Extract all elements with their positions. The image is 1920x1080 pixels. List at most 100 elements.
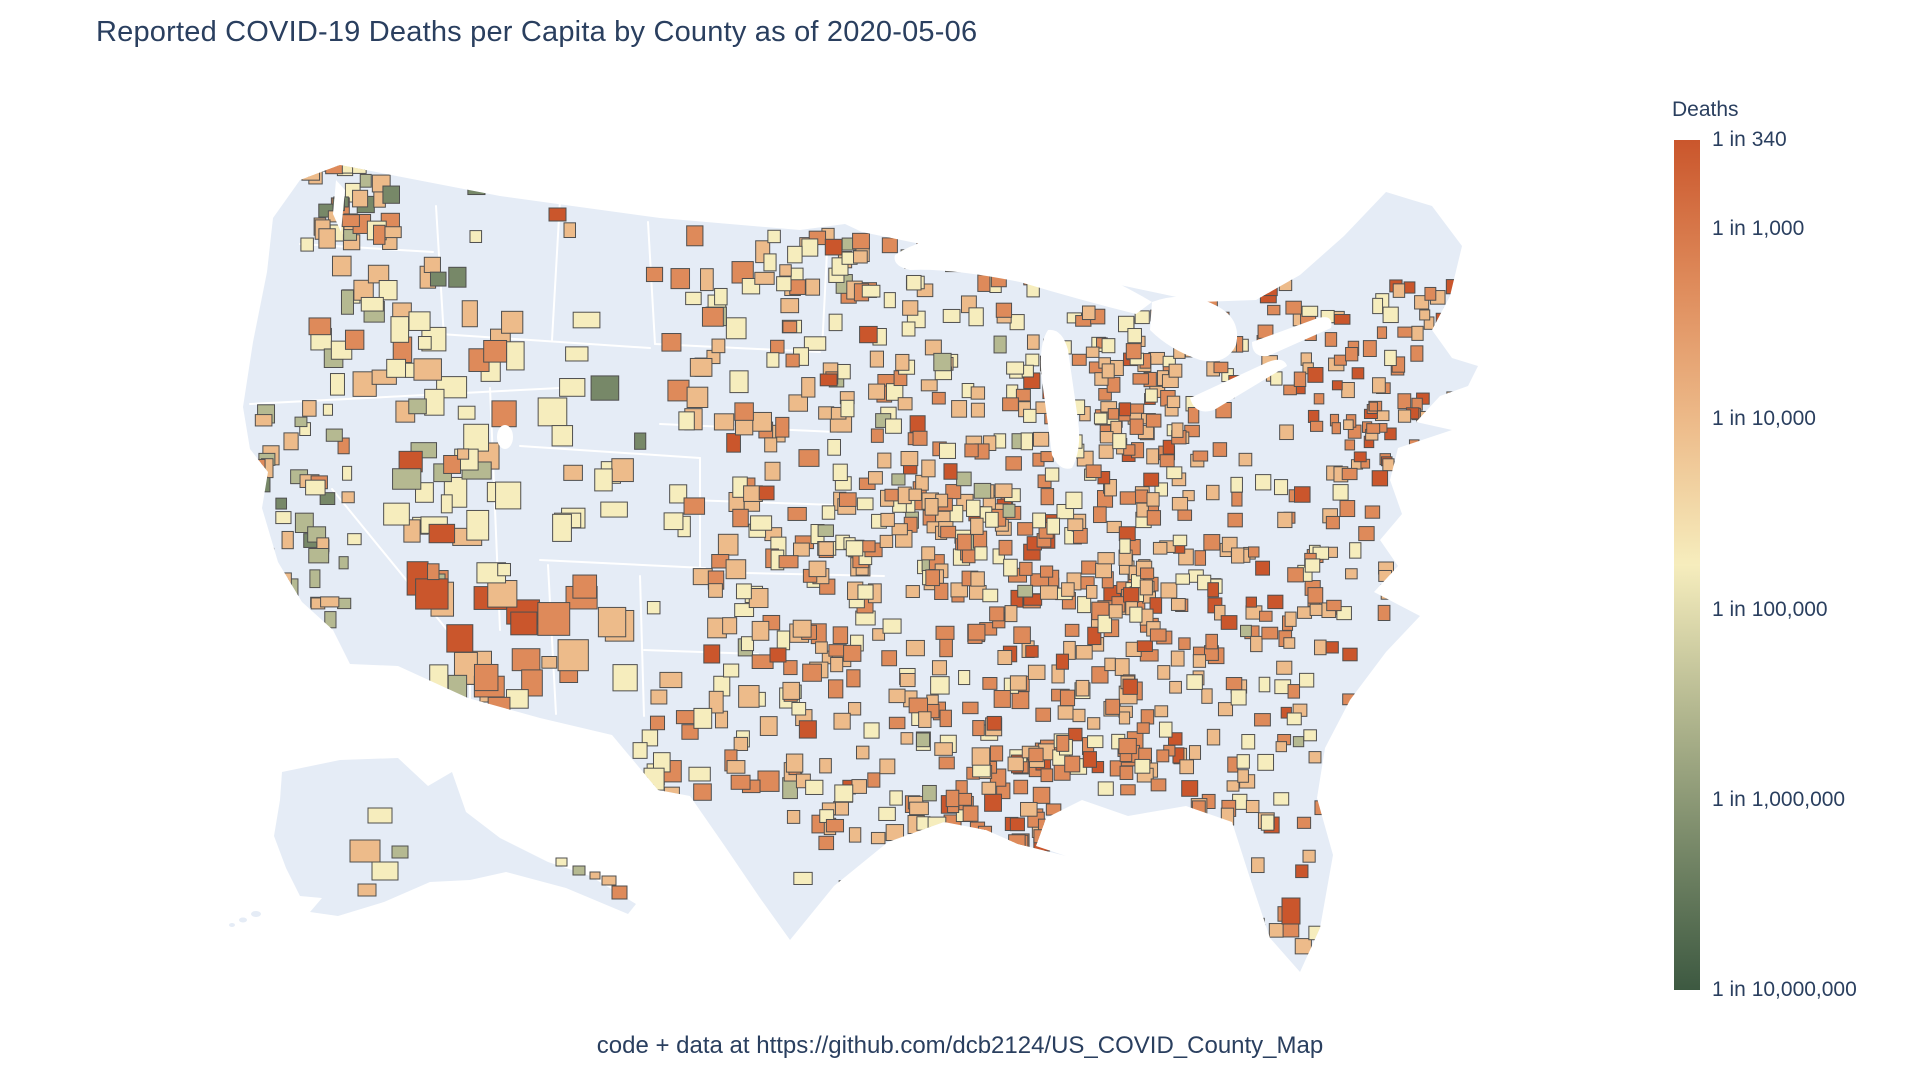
county-shape[interactable]	[939, 709, 952, 728]
county-shape[interactable]	[734, 402, 754, 421]
county-shape[interactable]	[1287, 684, 1301, 699]
county-shape[interactable]	[703, 644, 721, 664]
county-shape[interactable]	[1064, 755, 1081, 773]
county-shape[interactable]	[457, 448, 470, 460]
county-shape[interactable]	[1209, 873, 1222, 891]
county-shape[interactable]	[340, 289, 354, 315]
county-shape[interactable]	[1409, 455, 1421, 469]
county-shape[interactable]	[819, 758, 832, 774]
county-shape[interactable]	[457, 405, 476, 420]
county-shape[interactable]	[646, 601, 661, 615]
county-shape[interactable]	[382, 185, 401, 204]
county-shape[interactable]	[1258, 676, 1271, 693]
county-shape[interactable]	[1168, 363, 1183, 378]
county-shape[interactable]	[1075, 679, 1090, 697]
county-shape[interactable]	[1108, 604, 1123, 619]
county-shape[interactable]	[511, 648, 541, 672]
county-shape[interactable]	[557, 639, 589, 672]
county-shape[interactable]	[663, 512, 684, 531]
county-shape[interactable]	[1232, 878, 1249, 895]
county-shape[interactable]	[1032, 786, 1051, 804]
county-shape[interactable]	[713, 413, 735, 431]
county-shape[interactable]	[843, 644, 862, 662]
county-shape[interactable]	[856, 497, 874, 511]
county-shape[interactable]	[429, 271, 447, 287]
county-shape[interactable]	[1181, 780, 1199, 797]
county-shape[interactable]	[1071, 353, 1087, 366]
county-shape[interactable]	[331, 255, 352, 277]
county-shape[interactable]	[1358, 526, 1375, 542]
county-shape[interactable]	[1302, 849, 1316, 863]
county-shape[interactable]	[1072, 708, 1086, 723]
county-shape[interactable]	[357, 883, 377, 897]
county-shape[interactable]	[1009, 817, 1025, 832]
county-shape[interactable]	[378, 280, 398, 301]
county-shape[interactable]	[930, 828, 944, 846]
county-shape[interactable]	[1125, 343, 1142, 360]
county-shape[interactable]	[967, 623, 986, 641]
county-shape[interactable]	[1366, 423, 1381, 434]
county-shape[interactable]	[1384, 349, 1397, 367]
county-shape[interactable]	[281, 530, 294, 550]
county-shape[interactable]	[1144, 388, 1158, 403]
county-shape[interactable]	[447, 674, 468, 702]
county-shape[interactable]	[1376, 326, 1388, 339]
county-shape[interactable]	[801, 238, 819, 257]
county-shape[interactable]	[1019, 561, 1033, 576]
county-shape[interactable]	[1307, 367, 1324, 383]
county-shape[interactable]	[501, 310, 524, 334]
county-shape[interactable]	[661, 333, 682, 352]
county-shape[interactable]	[832, 463, 848, 482]
county-shape[interactable]	[318, 228, 336, 249]
county-shape[interactable]	[714, 287, 728, 306]
county-shape[interactable]	[1002, 503, 1016, 518]
county-shape[interactable]	[981, 781, 997, 795]
county-shape[interactable]	[1178, 637, 1191, 650]
county-shape[interactable]	[650, 689, 668, 705]
county-shape[interactable]	[1159, 454, 1175, 468]
county-shape[interactable]	[1017, 584, 1034, 598]
county-shape[interactable]	[1039, 565, 1054, 578]
county-shape[interactable]	[778, 555, 799, 569]
county-shape[interactable]	[1257, 753, 1275, 771]
county-shape[interactable]	[853, 250, 868, 264]
county-shape[interactable]	[819, 373, 838, 387]
county-shape[interactable]	[1171, 496, 1189, 511]
county-shape[interactable]	[1255, 474, 1272, 491]
county-shape[interactable]	[1343, 419, 1354, 430]
county-shape[interactable]	[982, 677, 998, 690]
county-shape[interactable]	[1324, 332, 1338, 347]
county-shape[interactable]	[641, 729, 659, 747]
county-shape[interactable]	[256, 476, 271, 493]
county-shape[interactable]	[1146, 492, 1160, 507]
county-shape[interactable]	[1273, 479, 1289, 496]
county-shape[interactable]	[427, 563, 440, 581]
county-shape[interactable]	[1341, 381, 1355, 399]
county-shape[interactable]	[1157, 665, 1171, 680]
county-shape[interactable]	[879, 534, 894, 548]
county-shape[interactable]	[683, 497, 706, 515]
county-shape[interactable]	[848, 827, 862, 843]
county-shape[interactable]	[863, 722, 880, 739]
county-shape[interactable]	[1056, 734, 1070, 752]
county-shape[interactable]	[840, 887, 853, 900]
county-shape[interactable]	[881, 650, 898, 667]
county-shape[interactable]	[1098, 388, 1112, 401]
county-shape[interactable]	[995, 302, 1013, 318]
county-shape[interactable]	[347, 533, 362, 546]
county-shape[interactable]	[537, 602, 571, 636]
county-shape[interactable]	[938, 756, 955, 770]
county-shape[interactable]	[483, 339, 508, 363]
county-shape[interactable]	[1028, 747, 1044, 763]
county-shape[interactable]	[902, 300, 919, 316]
county-shape[interactable]	[787, 506, 807, 521]
county-shape[interactable]	[859, 325, 878, 344]
county-shape[interactable]	[1117, 315, 1135, 333]
county-shape[interactable]	[825, 818, 845, 833]
county-shape[interactable]	[1002, 397, 1019, 412]
county-shape[interactable]	[611, 458, 634, 483]
county-shape[interactable]	[1261, 626, 1279, 640]
county-shape[interactable]	[989, 606, 1005, 622]
county-shape[interactable]	[1283, 384, 1297, 396]
county-shape[interactable]	[901, 321, 916, 337]
